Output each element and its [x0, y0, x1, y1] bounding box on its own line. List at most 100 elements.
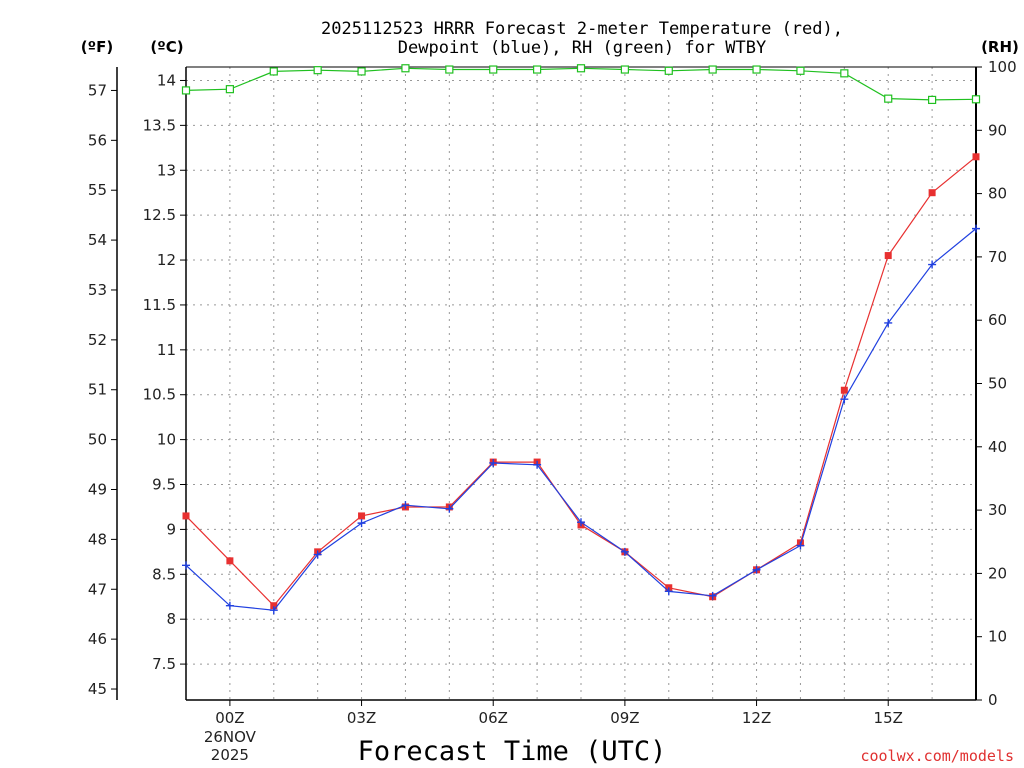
celsius-tick-label: 7.5	[152, 655, 176, 673]
dewpoint-point	[708, 591, 717, 600]
fahrenheit-tick-label: 55	[88, 181, 107, 199]
fahrenheit-unit-label: (ºF)	[81, 38, 113, 56]
series-rh	[181, 64, 981, 105]
temperature-point	[226, 557, 234, 565]
rh-unit-label: (RH)	[981, 38, 1019, 56]
fahrenheit-tick-label: 48	[88, 530, 107, 548]
fahrenheit-tick-label: 51	[88, 381, 107, 399]
rh-tick-label: 20	[988, 564, 1007, 582]
rh-tick-label: 100	[988, 58, 1017, 76]
celsius-tick-label: 12	[157, 251, 176, 269]
grid-lines	[186, 67, 976, 700]
temperature-point	[358, 512, 366, 520]
rh-point	[181, 86, 191, 95]
celsius-tick-label: 9.5	[152, 476, 176, 494]
axes: 45 46 47 48 49 50 51 52 53 54 55 56 57 7.5 8 8.5 9 9.5 10 1…	[88, 58, 1017, 764]
rh-tick-label: 10	[988, 628, 1007, 646]
fahrenheit-tick-label: 56	[88, 131, 107, 149]
rh-tick-label: 90	[988, 121, 1007, 139]
rh-point	[620, 65, 629, 74]
x-tick-label: 09Z	[610, 709, 639, 727]
rh-point	[971, 95, 981, 104]
dewpoint-point	[533, 460, 542, 469]
dewpoint-point	[489, 458, 498, 467]
rh-point	[840, 69, 849, 78]
dewpoint-point	[796, 541, 805, 550]
x-tick-label: 03Z	[347, 709, 376, 727]
x-tick-label: 00Z	[215, 709, 244, 727]
rh-tick-label: 0	[988, 691, 998, 709]
rh-point	[489, 65, 498, 74]
rh-point	[269, 67, 278, 76]
celsius-tick-label: 13	[157, 161, 176, 179]
temperature-point	[884, 252, 892, 260]
rh-point	[533, 65, 542, 74]
fahrenheit-tick-label: 49	[88, 480, 107, 498]
rh-tick-label: 60	[988, 311, 1007, 329]
dewpoint-point	[269, 606, 278, 615]
x-tick-label: 12Z	[742, 709, 771, 727]
rh-tick-label: 70	[988, 248, 1007, 266]
fahrenheit-tick-label: 46	[88, 630, 107, 648]
x-tick-label: 15Z	[874, 709, 903, 727]
rh-point	[796, 66, 805, 75]
celsius-tick-label: 14	[157, 71, 176, 89]
rh-point	[313, 66, 322, 75]
dewpoint-point	[225, 601, 234, 610]
x-tick-year-label: 2025	[211, 746, 249, 764]
temperature-point	[182, 512, 190, 520]
temperature-point	[972, 153, 980, 161]
temperature-point	[840, 386, 848, 394]
chart-title-line2: Dewpoint (blue), RH (green) for WTBY	[398, 38, 766, 58]
dewpoint-point	[884, 318, 893, 327]
rh-point	[225, 85, 234, 94]
temperature-point	[270, 602, 278, 610]
rh-point	[708, 65, 717, 74]
celsius-tick-label: 12.5	[143, 206, 176, 224]
dewpoint-point	[445, 504, 454, 513]
chart-title-line1: 2025112523 HRRR Forecast 2-meter Tempera…	[321, 19, 843, 39]
dewpoint-point	[313, 550, 322, 559]
fahrenheit-tick-label: 52	[88, 331, 107, 349]
rh-point	[445, 65, 454, 74]
celsius-unit-label: (ºC)	[150, 38, 183, 56]
rh-tick-label: 30	[988, 501, 1007, 519]
rh-point	[928, 95, 937, 105]
rh-point	[884, 94, 893, 103]
rh-point	[576, 64, 586, 73]
dewpoint-point	[620, 547, 629, 556]
celsius-tick-label: 10	[157, 431, 176, 449]
rh-tick-label: 80	[988, 185, 1007, 203]
rh-point	[752, 65, 761, 74]
series-dewpoint	[182, 224, 980, 615]
celsius-tick-label: 11.5	[143, 296, 176, 314]
rh-point	[401, 64, 410, 73]
celsius-tick-label: 11	[157, 341, 176, 359]
series-group	[181, 64, 981, 615]
dewpoint-point	[664, 587, 673, 596]
rh-point	[664, 66, 673, 75]
x-axis-title: Forecast Time (UTC)	[358, 736, 667, 767]
x-tick-label: 06Z	[479, 709, 508, 727]
dewpoint-point	[577, 518, 585, 527]
celsius-tick-label: 8.5	[152, 565, 176, 583]
source-credit: coolwx.com/models	[860, 747, 1014, 765]
dewpoint-point	[357, 519, 366, 528]
dewpoint-point	[972, 224, 980, 233]
rh-tick-label: 40	[988, 438, 1007, 456]
dewpoint-point	[928, 260, 937, 269]
rh-tick-label: 50	[988, 375, 1007, 393]
fahrenheit-tick-label: 57	[88, 81, 107, 99]
dewpoint-point	[840, 395, 849, 404]
dewpoint-point	[182, 561, 190, 570]
temperature-point	[928, 189, 936, 197]
fahrenheit-tick-label: 54	[88, 231, 107, 249]
fahrenheit-tick-label: 53	[88, 281, 107, 299]
fahrenheit-tick-label: 45	[88, 680, 107, 698]
rh-point	[357, 67, 366, 76]
dewpoint-point	[752, 565, 761, 574]
celsius-tick-label: 13.5	[143, 116, 176, 134]
dewpoint-point	[401, 501, 410, 510]
